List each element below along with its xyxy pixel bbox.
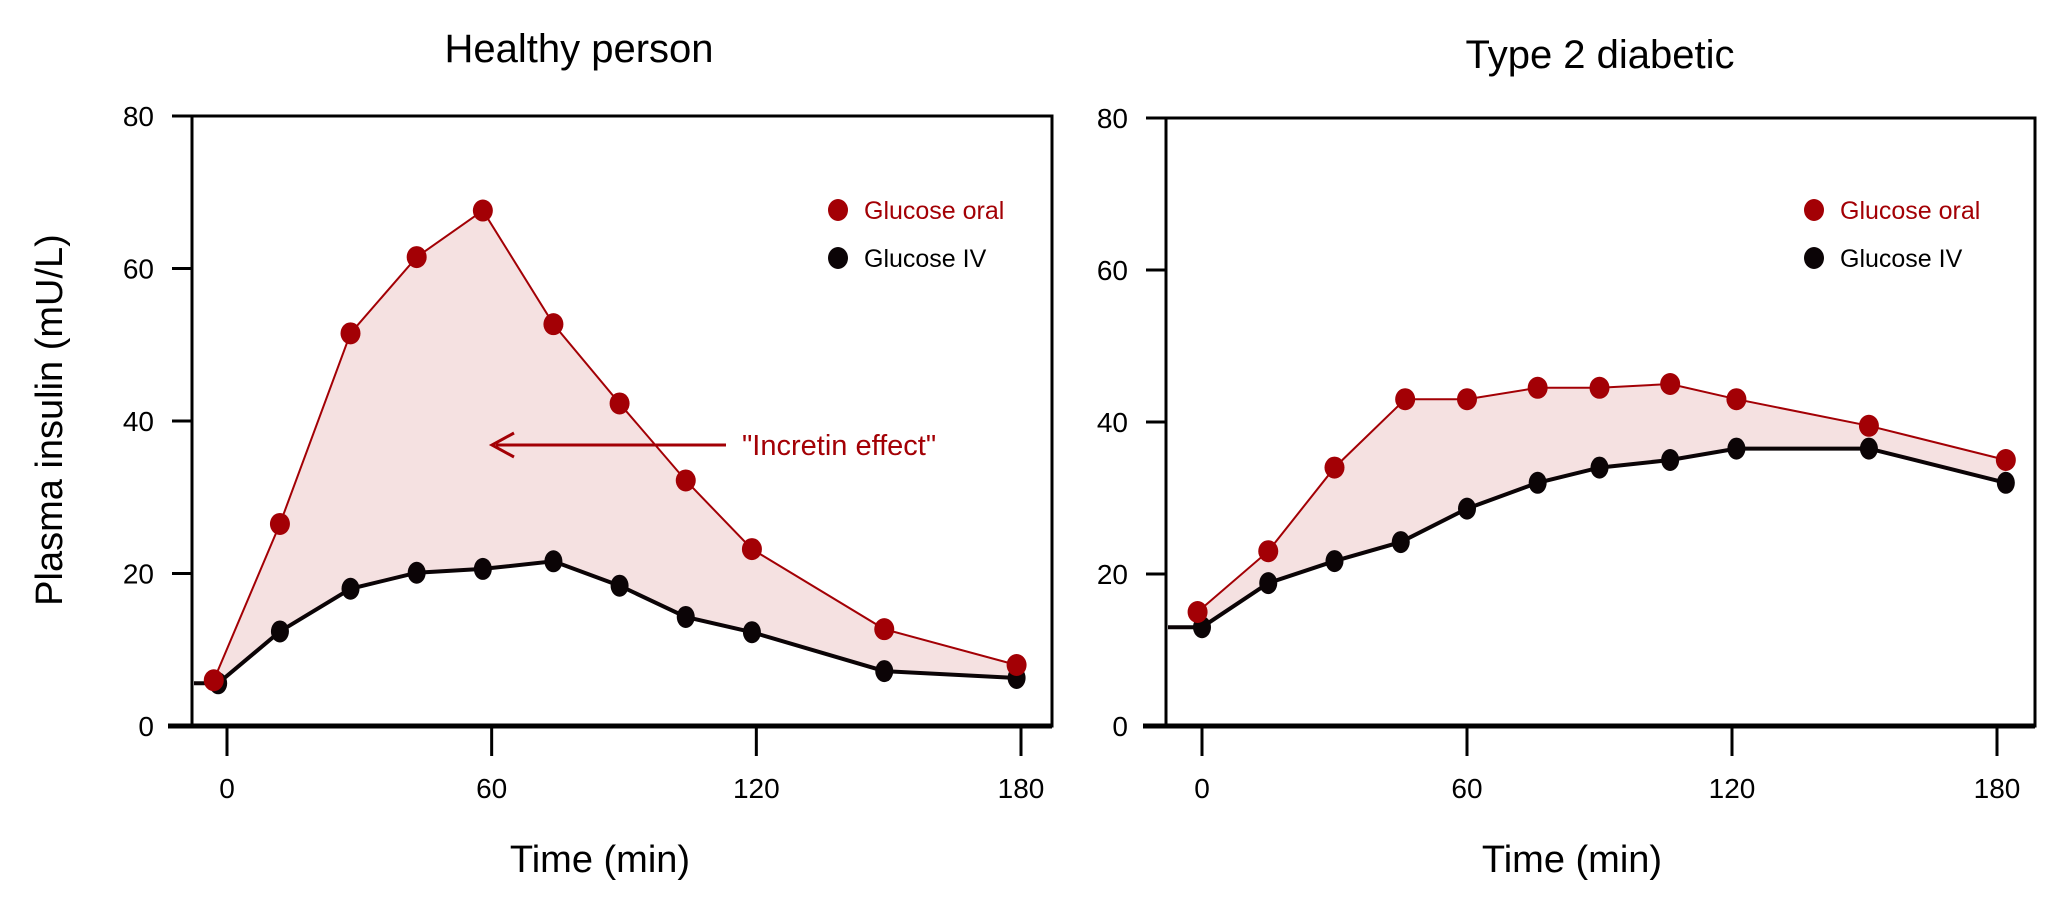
data-point-glucose-iv bbox=[544, 550, 563, 573]
data-point-glucose-oral bbox=[1395, 388, 1416, 411]
y-axis-label: Plasma insulin (mU/L) bbox=[29, 234, 71, 606]
data-point-glucose-iv bbox=[1590, 456, 1609, 479]
arrow-left-icon bbox=[488, 431, 515, 459]
data-point-glucose-oral bbox=[675, 469, 696, 492]
data-point-glucose-iv bbox=[1528, 471, 1547, 494]
y-tick-label: 40 bbox=[123, 406, 154, 437]
data-point-glucose-oral bbox=[874, 618, 895, 641]
data-point-glucose-iv bbox=[676, 605, 695, 628]
data-point-glucose-oral bbox=[1995, 449, 2016, 471]
data-point-glucose-oral bbox=[1726, 388, 1747, 411]
incretin-effect-annotation: "Incretin effect" bbox=[742, 430, 936, 462]
data-point-glucose-oral bbox=[1527, 376, 1548, 399]
data-point-glucose-oral bbox=[1324, 456, 1345, 479]
data-point-glucose-oral bbox=[1258, 540, 1279, 563]
y-tick-label: 0 bbox=[138, 711, 154, 742]
data-point-glucose-iv bbox=[407, 561, 426, 584]
x-tick-label: 120 bbox=[733, 773, 780, 804]
y-tick-label: 20 bbox=[1097, 559, 1128, 590]
panel-type-2-diabetic: Type 2 diabetic Time (min) Glucose oral Glu… bbox=[1097, 33, 2037, 881]
data-point-glucose-oral bbox=[1457, 388, 1477, 411]
panel-healthy-person: Healthy person Plasma insulin (mU/L) Time … bbox=[29, 27, 1054, 881]
legend-marker-oral bbox=[828, 199, 848, 221]
chart-title: Type 2 diabetic bbox=[1465, 33, 1734, 77]
data-point-glucose-oral bbox=[609, 392, 630, 415]
y-tick-label: 0 bbox=[1112, 711, 1128, 742]
x-tick-label: 60 bbox=[476, 773, 507, 804]
data-point-glucose-iv bbox=[1661, 449, 1680, 471]
data-point-glucose-iv bbox=[1325, 550, 1344, 573]
data-point-glucose-iv bbox=[1259, 572, 1278, 595]
data-point-glucose-iv bbox=[875, 660, 894, 683]
y-tick-label: 20 bbox=[123, 559, 154, 590]
legend-label-oral: Glucose oral bbox=[864, 197, 1004, 225]
data-point-glucose-iv bbox=[742, 621, 761, 644]
y-tick-label: 40 bbox=[1097, 407, 1128, 438]
data-point-glucose-oral bbox=[1006, 654, 1027, 676]
x-tick-label: 120 bbox=[1709, 773, 1756, 804]
y-tick-label: 60 bbox=[123, 254, 154, 285]
data-point-glucose-oral bbox=[1660, 373, 1681, 395]
data-point-glucose-oral bbox=[340, 322, 361, 345]
chart-title: Healthy person bbox=[444, 27, 713, 71]
data-point-glucose-iv bbox=[341, 577, 360, 600]
legend-marker-iv bbox=[828, 247, 848, 269]
y-tick-label: 60 bbox=[1097, 255, 1128, 286]
legend-marker-oral bbox=[1804, 199, 1824, 221]
legend-marker-iv bbox=[1804, 247, 1824, 269]
data-point-glucose-oral bbox=[1589, 376, 1610, 399]
series-line-glucose-iv bbox=[194, 559, 1017, 686]
data-point-glucose-iv bbox=[1859, 437, 1878, 460]
legend-label-iv: Glucose IV bbox=[1840, 245, 1963, 273]
x-tick-label: 60 bbox=[1451, 773, 1482, 804]
y-tick-label: 80 bbox=[123, 101, 154, 132]
legend-label-iv: Glucose IV bbox=[864, 245, 987, 273]
data-point-glucose-iv bbox=[1458, 497, 1476, 520]
x-tick-label: 180 bbox=[1974, 773, 2021, 804]
x-tick-label: 0 bbox=[219, 773, 235, 804]
legend-label-oral: Glucose oral bbox=[1840, 197, 1980, 225]
data-point-glucose-oral bbox=[1858, 414, 1879, 437]
data-point-glucose-oral bbox=[406, 246, 427, 269]
y-tick-label: 80 bbox=[1097, 103, 1128, 134]
data-point-glucose-iv bbox=[1391, 531, 1410, 554]
series-line-glucose-iv bbox=[1168, 446, 2007, 630]
incretin-area bbox=[1197, 384, 2006, 628]
data-point-glucose-iv bbox=[473, 557, 492, 580]
data-point-glucose-iv bbox=[1727, 437, 1746, 460]
data-point-glucose-oral bbox=[741, 538, 762, 561]
x-axis-label: Time (min) bbox=[1482, 839, 1662, 881]
data-point-glucose-oral bbox=[203, 669, 224, 692]
data-point-glucose-oral bbox=[269, 512, 290, 535]
x-axis-label: Time (min) bbox=[510, 839, 690, 881]
data-point-glucose-oral bbox=[543, 313, 564, 336]
x-tick-label: 180 bbox=[998, 773, 1045, 804]
data-point-glucose-iv bbox=[610, 574, 629, 597]
data-point-glucose-iv bbox=[270, 620, 289, 643]
data-point-glucose-oral bbox=[472, 199, 493, 222]
data-point-glucose-iv bbox=[1996, 471, 2015, 494]
data-point-glucose-oral bbox=[1187, 601, 1208, 623]
x-tick-label: 0 bbox=[1194, 773, 1210, 804]
